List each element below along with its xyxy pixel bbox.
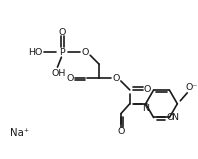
Text: HO: HO — [29, 48, 43, 57]
Text: O: O — [117, 127, 125, 136]
Text: P: P — [60, 48, 65, 57]
Text: O: O — [167, 113, 174, 122]
Text: O: O — [67, 73, 74, 83]
Text: OH: OH — [51, 69, 66, 78]
Text: N: N — [142, 104, 149, 113]
Text: O⁻: O⁻ — [185, 83, 197, 92]
Text: O: O — [112, 73, 120, 83]
Text: O: O — [144, 85, 151, 94]
Text: O: O — [82, 48, 89, 57]
Text: O: O — [59, 28, 66, 37]
Text: N: N — [171, 113, 178, 122]
Text: Na⁺: Na⁺ — [10, 128, 29, 138]
